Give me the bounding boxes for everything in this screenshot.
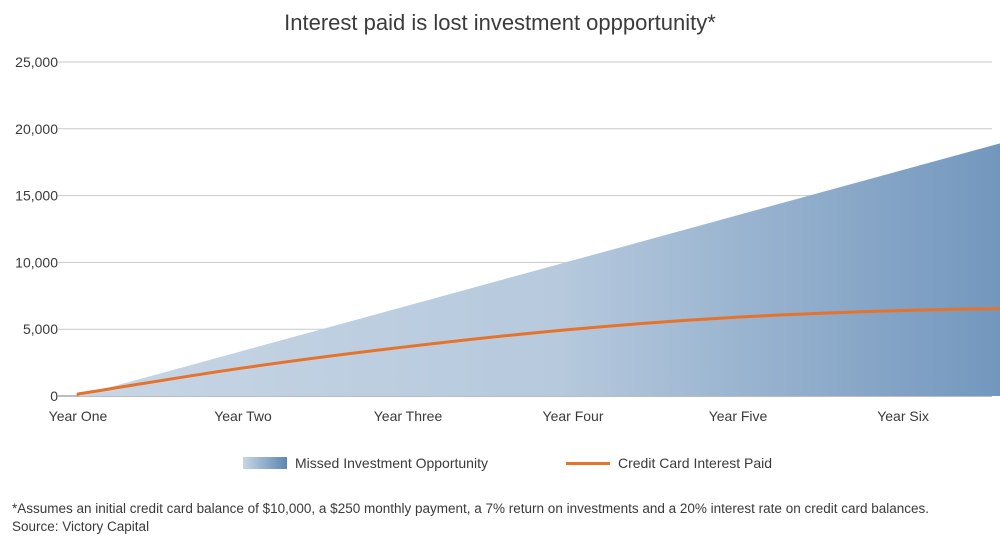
legend-item-interest-paid: Credit Card Interest Paid [566, 455, 772, 471]
y-tick-label: 0 [50, 388, 58, 404]
legend: Missed Investment Opportunity Credit Car… [0, 455, 1000, 475]
x-tick-label: Year Three [374, 408, 443, 424]
footnote: *Assumes an initial credit card balance … [12, 500, 992, 536]
legend-label: Credit Card Interest Paid [618, 455, 773, 471]
y-tick-label: 25,000 [15, 54, 58, 70]
line-series [76, 307, 1000, 396]
x-tick-label: Year Five [709, 408, 768, 424]
y-axis-ticks: 0 5,000 10,000 15,000 20,000 25,000 [15, 54, 58, 404]
x-tick-label: Year Four [543, 408, 604, 424]
x-tick-label: Year Six [877, 408, 929, 424]
legend-item-missed-investment: Missed Investment Opportunity [243, 455, 488, 471]
footnote-assumptions: *Assumes an initial credit card balance … [12, 501, 930, 516]
area-swatch-icon [243, 457, 287, 469]
missed-investment-area [78, 143, 1000, 396]
interest-paid-line [76, 307, 1000, 396]
chart-title: Interest paid is lost investment oppport… [284, 10, 716, 35]
line-swatch-icon [566, 461, 610, 465]
x-tick-label: Year One [49, 408, 108, 424]
y-tick-label: 15,000 [15, 188, 58, 204]
x-tick-label: Year Two [214, 408, 272, 424]
y-tick-label: 20,000 [15, 121, 58, 137]
x-axis-ticks: Year One Year Two Year Three Year Four Year … [49, 408, 929, 424]
legend-label: Missed Investment Opportunity [295, 455, 488, 471]
footnote-source: Source: Victory Capital [12, 519, 150, 534]
y-tick-label: 5,000 [23, 321, 58, 337]
y-tick-label: 10,000 [15, 254, 58, 270]
area-series [78, 143, 1000, 396]
